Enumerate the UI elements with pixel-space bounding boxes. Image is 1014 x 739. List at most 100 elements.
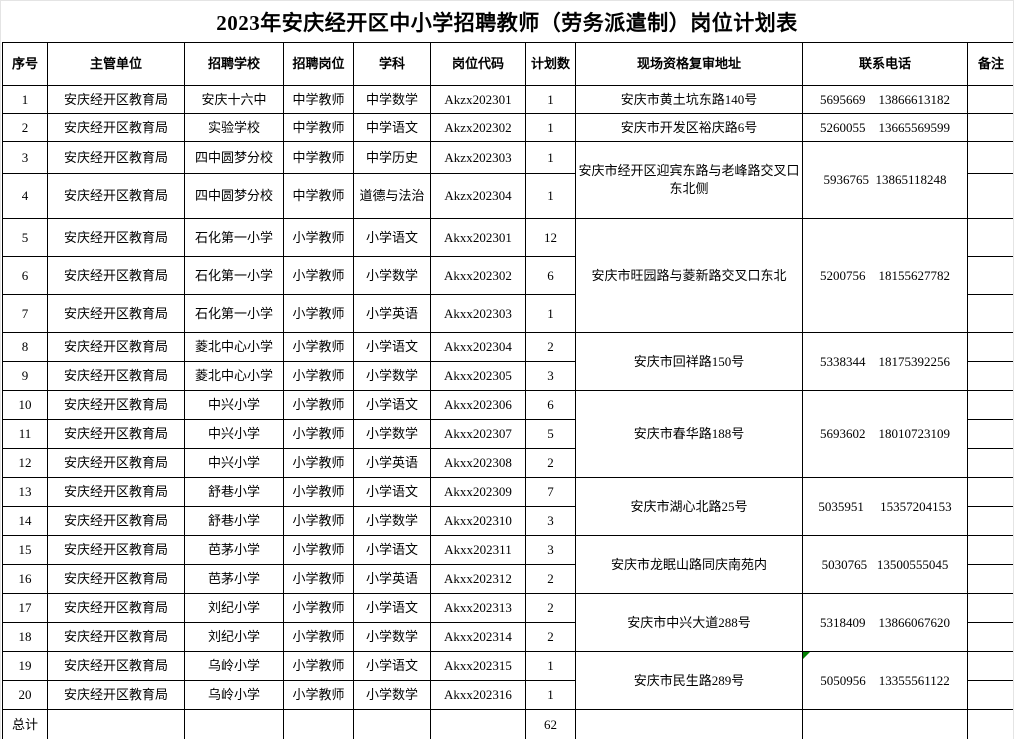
cell-code: Akzx202303 [430,141,526,174]
cell-subject: 小学数学 [353,419,431,449]
cell-school: 菱北中心小学 [184,361,284,391]
cell-count: 1 [525,85,576,114]
cell-code: Akxx202306 [430,390,526,420]
cell-code: Akxx202307 [430,419,526,449]
cell-count: 1 [525,680,576,710]
footer-post [283,709,354,739]
cell-count: 3 [525,506,576,536]
cell-school: 舒巷小学 [184,477,284,507]
cell-unit: 安庆经开区教育局 [47,113,185,142]
cell-count: 1 [525,651,576,681]
cell-post: 小学教师 [283,361,354,391]
col-header-count: 计划数 [525,42,576,86]
cell-count: 2 [525,564,576,594]
cell-count: 1 [525,173,576,219]
cell-remark [967,564,1013,594]
footer-code [430,709,526,739]
table-row: 19 安庆经开区教育局 乌岭小学 小学教师 小学语文 Akxx202315 1 安庆市民生路2… [2,651,1013,710]
footer-remark [967,709,1013,739]
cell-remark [967,85,1013,114]
cell-serial: 20 [2,680,48,710]
cell-subject: 小学语文 [353,332,431,362]
cell-subject: 小学语文 [353,390,431,420]
cell-serial: 1 [2,85,48,114]
cell-serial: 8 [2,332,48,362]
cell-subject: 小学数学 [353,506,431,536]
cell-address: 安庆市旺园路与菱新路交叉口东北 [575,218,803,333]
cell-phone: 5338344 18175392256 [802,332,968,391]
cell-post: 小学教师 [283,506,354,536]
cell-serial: 12 [2,448,48,478]
cell-code: Akxx202303 [430,294,526,333]
cell-unit: 安庆经开区教育局 [47,564,185,594]
cell-code: Akxx202301 [430,218,526,257]
cell-code: Akzx202304 [430,173,526,219]
cell-phone: 5035951 15357204153 [802,477,968,536]
cell-subject: 小学数学 [353,680,431,710]
cell-address: 安庆市经开区迎宾东路与老峰路交叉口东北侧 [575,141,803,219]
cell-unit: 安庆经开区教育局 [47,593,185,623]
cell-remark [967,141,1013,174]
cell-remark [967,622,1013,652]
cell-serial: 9 [2,361,48,391]
table-row: 3 安庆经开区教育局 四中圆梦分校 中学教师 中学历史 Akzx202303 1 安庆市经开区… [2,141,1013,219]
col-header-code: 岗位代码 [430,42,526,86]
cell-phone: 5695669 13866613182 [802,85,968,114]
table-row: 20 安庆经开区教育局 乌岭小学 小学教师 小学数学 Akxx202316 1 [2,680,1013,710]
cell-school: 菱北中心小学 [184,332,284,362]
cell-remark [967,173,1013,219]
cell-code: Akxx202310 [430,506,526,536]
cell-remark [967,294,1013,333]
footer-phone [802,709,968,739]
cell-post: 小学教师 [283,593,354,623]
cell-remark [967,256,1013,295]
cell-unit: 安庆经开区教育局 [47,448,185,478]
cell-address: 安庆市开发区裕庆路6号 [575,113,803,142]
cell-post: 小学教师 [283,218,354,257]
cell-post: 小学教师 [283,477,354,507]
cell-serial: 13 [2,477,48,507]
cell-post: 中学教师 [283,85,354,114]
footer-school [184,709,284,739]
cell-code: Akxx202316 [430,680,526,710]
cell-serial: 10 [2,390,48,420]
cell-subject: 小学英语 [353,294,431,333]
cell-school: 安庆十六中 [184,85,284,114]
table-row: 13 安庆经开区教育局 舒巷小学 小学教师 小学语文 Akxx202309 7 安庆市湖心北路… [2,477,1013,536]
cell-unit: 安庆经开区教育局 [47,390,185,420]
cell-school: 芭茅小学 [184,564,284,594]
table-footer-row: 总计 62 [2,709,1013,739]
cell-unit: 安庆经开区教育局 [47,535,185,565]
cell-remark [967,651,1013,681]
cell-unit: 安庆经开区教育局 [47,419,185,449]
cell-address: 安庆市中兴大道288号 [575,593,803,652]
cell-count: 1 [525,294,576,333]
table-row: 8 安庆经开区教育局 菱北中心小学 小学教师 小学语文 Akxx202304 2 安庆市回祥路… [2,332,1013,391]
table-row: 11 安庆经开区教育局 中兴小学 小学教师 小学数学 Akxx202307 5 [2,419,1013,449]
cell-school: 石化第一小学 [184,218,284,257]
footer-label: 总计 [2,709,48,739]
table-row: 4 安庆经开区教育局 四中圆梦分校 中学教师 道德与法治 Akzx202304 1 [2,173,1013,219]
cell-address: 安庆市春华路188号 [575,390,803,478]
cell-serial: 7 [2,294,48,333]
cell-phone: 5200756 18155627782 [802,218,968,333]
cell-unit: 安庆经开区教育局 [47,622,185,652]
table-row: 17 安庆经开区教育局 刘纪小学 小学教师 小学语文 Akxx202313 2 安庆市中兴大道… [2,593,1013,652]
cell-address: 安庆市湖心北路25号 [575,477,803,536]
cell-serial: 2 [2,113,48,142]
table-row: 5 安庆经开区教育局 石化第一小学 小学教师 小学语文 Akxx202301 12 安庆市旺园… [2,218,1013,333]
cell-post: 中学教师 [283,113,354,142]
table-row: 7 安庆经开区教育局 石化第一小学 小学教师 小学英语 Akxx202303 1 [2,294,1013,333]
cell-address: 安庆市黄土坑东路140号 [575,85,803,114]
table-row: 15 安庆经开区教育局 芭茅小学 小学教师 小学语文 Akxx202311 3 安庆市龙眠山路… [2,535,1013,594]
cell-post: 小学教师 [283,535,354,565]
cell-code: Akzx202301 [430,85,526,114]
cell-count: 3 [525,535,576,565]
cell-school: 舒巷小学 [184,506,284,536]
cell-address: 安庆市回祥路150号 [575,332,803,391]
table-header-row: 序号 主管单位 招聘学校 招聘岗位 学科 岗位代码 计划数 现场资格复审地址 联系电话 备注 [2,42,1013,86]
cell-code: Akxx202304 [430,332,526,362]
cell-phone: 5693602 18010723109 [802,390,968,478]
col-header-unit: 主管单位 [47,42,185,86]
